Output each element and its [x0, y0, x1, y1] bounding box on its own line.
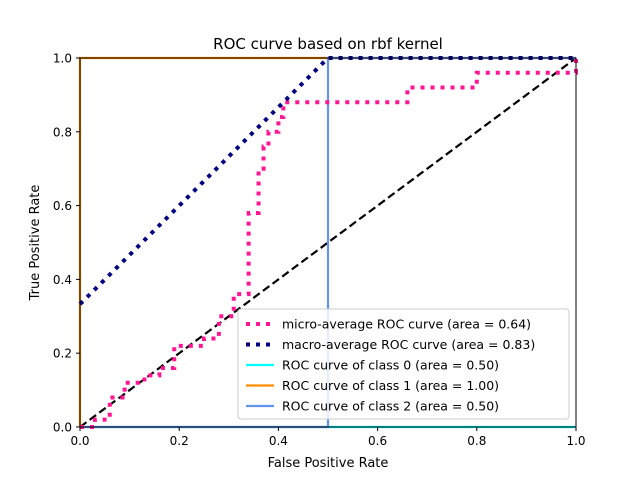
legend-class-0-label: ROC curve of class 0 (area = 0.50) [282, 358, 499, 373]
y-tick-label: 1.0 [53, 52, 72, 66]
x-tick-label: 0.0 [70, 434, 89, 448]
legend-micro-average-label: micro-average ROC curve (area = 0.64) [282, 317, 531, 332]
legend-class-1-label: ROC curve of class 1 (area = 1.00) [282, 378, 499, 393]
axes-frame [79, 57, 577, 428]
micro-average-roc-line [80, 58, 578, 429]
axes: 0.0 0.2 0.4 0.6 0.8 1.0 0.0 0.2 0.4 0.6 0.8 1.0 [53, 52, 586, 449]
x-tick-label: 0.4 [269, 434, 288, 448]
y-tick-label: 0.4 [53, 273, 72, 287]
legend-macro-average-label: macro-average ROC curve (area = 0.83) [282, 337, 535, 352]
y-axis-label: True Positive Rate [28, 185, 43, 302]
y-tick-label: 0.8 [53, 125, 72, 139]
legend: micro-average ROC curve (area = 0.64) mac… [237, 308, 570, 420]
y-tick-label: 0.6 [53, 199, 72, 213]
chance-diagonal-line [79, 57, 577, 428]
x-axis-label: False Positive Rate [268, 456, 389, 471]
x-tick-label: 0.8 [467, 434, 486, 448]
y-tick-label: 0.0 [53, 421, 72, 435]
x-tick-label: 1.0 [566, 434, 585, 448]
legend-class-2-label: ROC curve of class 2 (area = 0.50) [282, 399, 499, 414]
x-tick-label: 0.2 [170, 434, 189, 448]
y-tick-label: 0.2 [53, 347, 72, 361]
legend-box [237, 308, 570, 420]
chart-title: ROC curve based on rbf kernel [213, 35, 443, 53]
x-tick-label: 0.6 [368, 434, 387, 448]
